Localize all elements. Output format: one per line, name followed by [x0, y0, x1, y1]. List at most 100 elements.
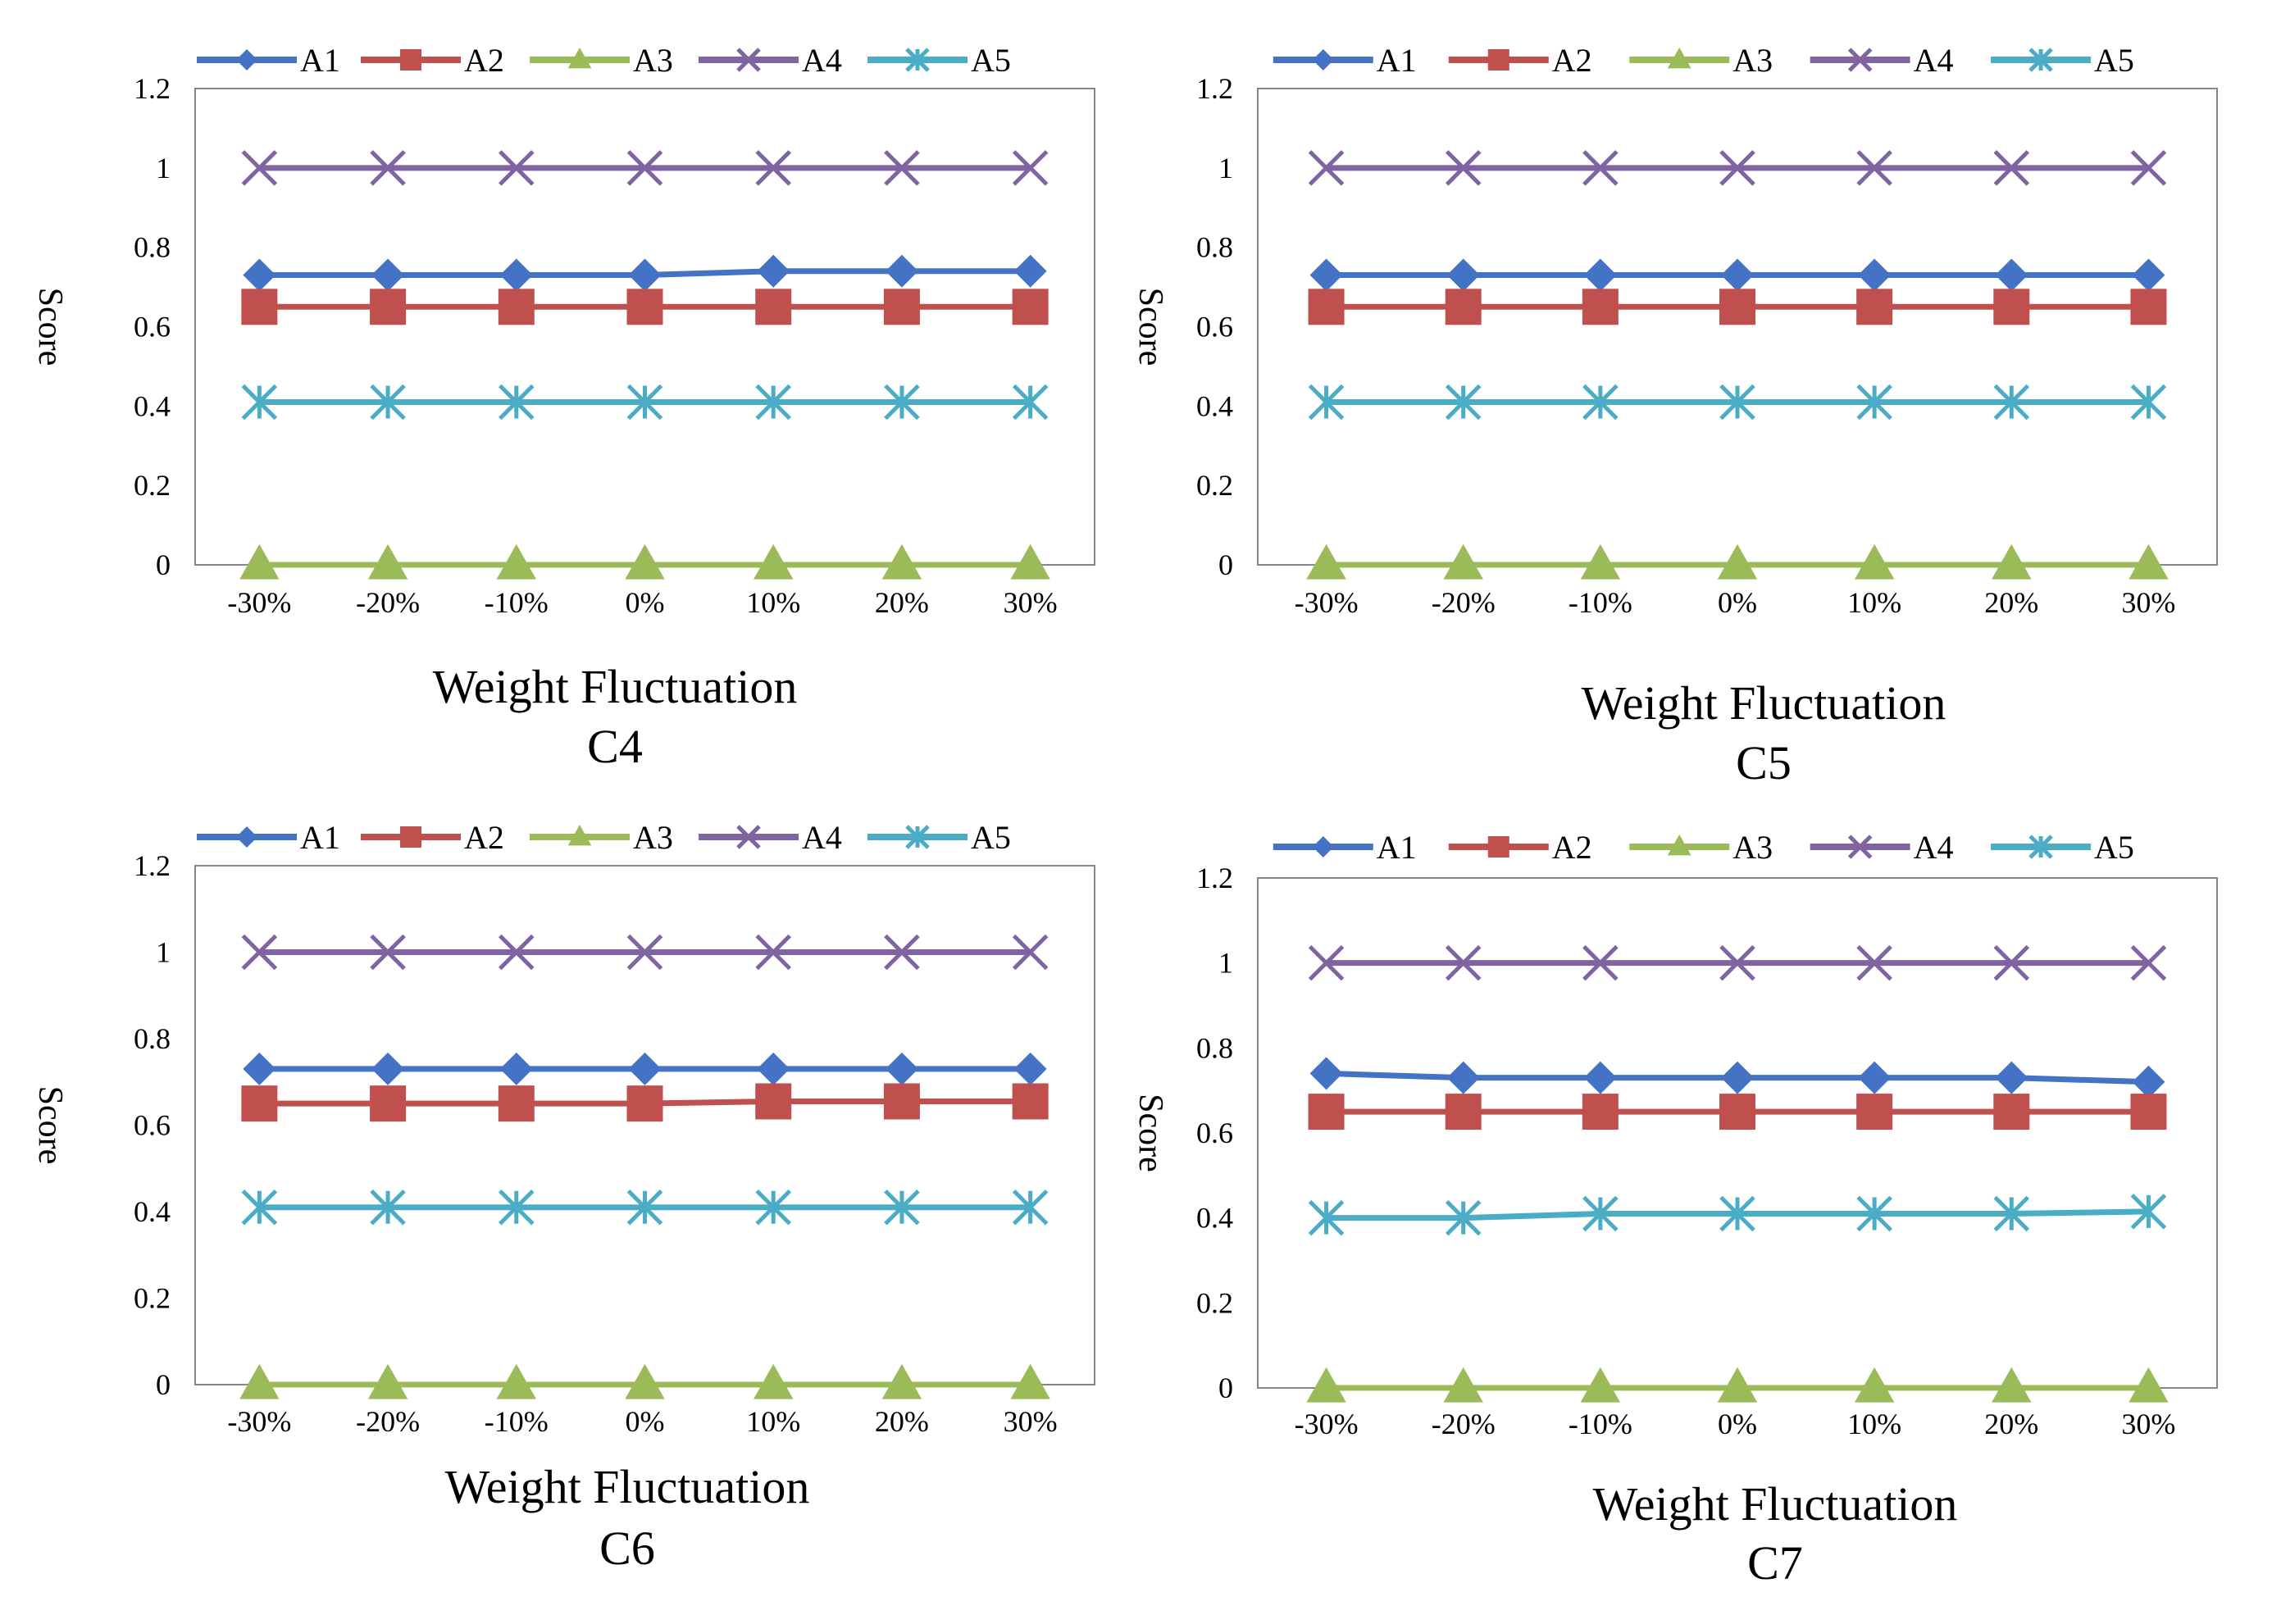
data-point-a3 [1010, 1363, 1050, 1399]
panel-label: C5 [1736, 736, 1792, 789]
series-a3 [1306, 544, 2169, 580]
data-point-a2 [755, 1083, 792, 1120]
data-point-a4 [884, 934, 920, 971]
data-point-a4 [1582, 944, 1619, 981]
data-point-a3 [881, 544, 922, 580]
y-tick-label: 0 [156, 1368, 171, 1401]
data-point-a3 [1992, 544, 2032, 580]
data-point-a5 [1012, 384, 1049, 421]
legend-label: A1 [1377, 829, 1417, 866]
legend-item-a1: A1 [1273, 42, 1417, 79]
data-point-a4 [1582, 150, 1619, 186]
data-point-a5 [499, 384, 535, 421]
y-tick-label: 0.2 [134, 1282, 171, 1315]
x-tick-label: 10% [746, 1405, 800, 1438]
data-point-a4 [1719, 944, 1755, 981]
series-a2 [1308, 1094, 2167, 1130]
data-point-a1 [885, 254, 918, 288]
data-point-a4 [755, 150, 791, 186]
x-tick-label: -20% [1432, 586, 1496, 619]
legend-marker [905, 48, 930, 72]
y-tick-label: 0.4 [1196, 1202, 1233, 1235]
data-point-a4 [1856, 150, 1892, 186]
x-tick-label: 30% [1004, 1405, 1058, 1438]
series-a3 [1306, 1367, 2169, 1403]
legend-marker [236, 826, 257, 848]
data-point-a1 [243, 258, 276, 292]
data-point-a4 [370, 150, 406, 186]
panel-label: C4 [587, 720, 643, 773]
data-point-a4 [1308, 150, 1345, 186]
legend-marker [1487, 49, 1509, 71]
x-tick-label: 20% [1984, 586, 2038, 619]
data-point-a5 [1445, 384, 1482, 421]
legend-label: A2 [464, 819, 504, 856]
legend-marker [1487, 836, 1509, 857]
data-point-a2 [498, 289, 535, 325]
data-point-a1 [1721, 1061, 1754, 1094]
legend-marker [236, 49, 257, 71]
series-a3 [239, 1363, 1050, 1399]
x-tick-label: -10% [1569, 1408, 1632, 1440]
data-point-a2 [370, 1085, 407, 1122]
chart-panel-c4: 0 0.2 0.4 0.6 0.8 1 1.2 -30% -20% -10% 0% 10% 20% 30%… [31, 42, 1095, 773]
data-point-a5 [1582, 1195, 1619, 1232]
data-point-a2 [883, 289, 920, 325]
legend-label: A4 [802, 819, 842, 856]
legend-item-a1: A1 [1273, 829, 1417, 866]
data-point-a2 [1445, 1094, 1482, 1130]
data-point-a1 [1995, 1061, 2028, 1094]
x-tick-label: -10% [485, 586, 549, 619]
data-point-a1 [757, 1052, 790, 1085]
x-tick-label: 0% [626, 586, 665, 619]
legend-label: A5 [971, 819, 1011, 856]
legend-marker [2028, 48, 2053, 72]
data-point-a2 [1445, 289, 1482, 325]
plot-area-frame [194, 865, 1095, 1385]
data-point-a3 [496, 1363, 536, 1399]
legend-marker [1847, 835, 1873, 859]
data-point-a2 [1012, 1083, 1049, 1120]
series-a1 [243, 254, 1047, 292]
data-point-a5 [755, 384, 791, 421]
data-point-a4 [755, 934, 791, 971]
data-point-a5 [1308, 384, 1345, 421]
legend-label: A2 [1552, 42, 1592, 79]
y-tick-label: 1 [156, 936, 171, 969]
legend-item-a2: A2 [361, 42, 504, 79]
data-point-a1 [885, 1052, 918, 1085]
y-tick-label: 1.2 [134, 849, 171, 882]
data-point-a2 [883, 1083, 920, 1120]
y-axis-title: Score [1131, 288, 1169, 366]
x-tick-label: 20% [875, 1405, 929, 1438]
data-point-a3 [2129, 544, 2169, 580]
legend-label: A4 [802, 42, 842, 79]
data-point-a5 [499, 1189, 535, 1226]
data-point-a3 [1010, 544, 1050, 580]
data-point-a3 [881, 1363, 922, 1399]
x-tick-label: 20% [1984, 1408, 2038, 1440]
data-point-a3 [1306, 544, 1346, 580]
data-point-a3 [496, 544, 536, 580]
data-point-a2 [2130, 1094, 2167, 1130]
data-point-a1 [371, 1052, 405, 1085]
data-point-a4 [499, 150, 535, 186]
plot-area-frame [194, 88, 1095, 566]
data-point-a3 [754, 1363, 794, 1399]
series-a4 [241, 934, 1049, 971]
data-point-a2 [241, 289, 278, 325]
data-point-a4 [1993, 150, 2030, 186]
data-point-a1 [757, 254, 790, 288]
chart-panel-c6: 0 0.2 0.4 0.6 0.8 1 1.2 -30% -20% -10% 0% 10% 20% 30%… [31, 819, 1095, 1575]
data-point-a4 [370, 934, 406, 971]
data-point-a2 [498, 1085, 535, 1122]
x-tick-label: -20% [356, 1405, 420, 1438]
data-point-a4 [884, 150, 920, 186]
data-point-a2 [1856, 1094, 1893, 1130]
y-tick-label: 0.8 [1196, 231, 1233, 264]
data-point-a5 [1856, 384, 1892, 421]
legend-marker [905, 825, 930, 849]
data-point-a4 [626, 150, 663, 186]
data-point-a3 [1443, 1367, 1483, 1403]
legend-marker [400, 826, 421, 848]
